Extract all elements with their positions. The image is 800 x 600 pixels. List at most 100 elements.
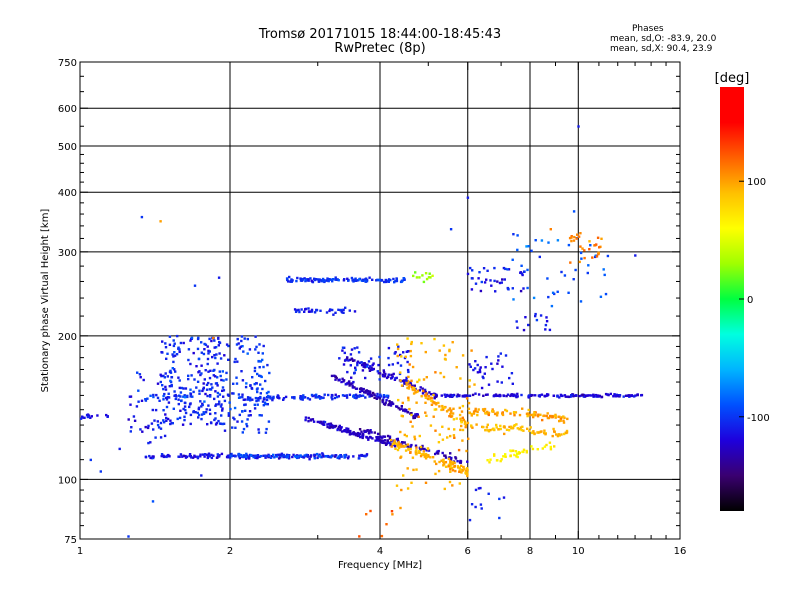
echo-point: [526, 286, 529, 290]
echo-point: [477, 487, 481, 490]
echo-point: [331, 308, 334, 312]
echo-point: [337, 279, 340, 282]
echo-point: [387, 375, 390, 378]
echo-point: [352, 455, 355, 458]
echo-point: [487, 413, 490, 417]
echo-point: [509, 394, 512, 398]
echo-point: [383, 439, 387, 442]
echo-point: [452, 407, 455, 410]
echo-point: [316, 420, 319, 424]
echo-point: [434, 395, 438, 398]
echo-point: [524, 316, 527, 319]
echo-point: [250, 454, 253, 457]
echo-point: [550, 304, 554, 308]
echo-point: [241, 393, 244, 396]
x-tick-label: 1: [77, 546, 83, 557]
echo-point: [395, 376, 398, 380]
echo-point: [295, 279, 298, 283]
echo-point: [199, 453, 202, 456]
echo-point: [171, 422, 174, 425]
echo-point: [89, 416, 92, 419]
echo-point: [264, 431, 268, 434]
echo-point: [511, 258, 514, 261]
echo-point: [232, 382, 235, 385]
echo-point: [218, 400, 221, 403]
echo-point: [565, 429, 569, 433]
echo-point: [470, 424, 473, 427]
echo-point: [492, 410, 495, 413]
echo-point: [408, 384, 411, 387]
echo-point: [226, 393, 230, 396]
echo-point: [309, 455, 312, 458]
echo-point: [387, 363, 391, 367]
echo-point: [171, 367, 174, 370]
echo-point: [512, 424, 516, 428]
echo-point: [525, 449, 528, 453]
echo-point: [222, 422, 226, 425]
echo-point: [569, 261, 572, 264]
echo-point: [365, 389, 368, 393]
echo-point: [321, 396, 324, 400]
echo-point: [307, 416, 310, 420]
echo-point: [345, 396, 349, 399]
echo-point: [217, 337, 220, 340]
echo-point: [286, 278, 289, 282]
echo-point: [405, 383, 408, 386]
echo-point: [518, 451, 521, 455]
echo-point: [546, 277, 549, 280]
echo-point: [164, 346, 168, 349]
echo-point: [592, 394, 596, 397]
echo-point: [158, 399, 161, 402]
echo-point: [518, 413, 522, 417]
echo-point: [547, 416, 551, 420]
echo-point: [210, 383, 213, 386]
stats-heading: Phases: [632, 24, 664, 34]
echo-point: [208, 337, 211, 341]
echo-point: [399, 506, 402, 510]
echo-point: [441, 406, 444, 410]
echo-point: [177, 346, 180, 349]
echo-point: [315, 393, 318, 396]
echo-point: [413, 388, 417, 392]
echo-point: [220, 414, 223, 417]
echo-point: [525, 451, 528, 454]
y-axis-label: Stationary phase Virtual Height [km]: [40, 209, 51, 393]
echo-point: [291, 396, 294, 399]
echo-point: [379, 440, 382, 444]
echo-point: [254, 396, 258, 400]
echo-point: [371, 368, 374, 371]
echo-point: [188, 454, 191, 458]
echo-point: [451, 484, 454, 487]
echo-point: [318, 278, 321, 281]
echo-point: [313, 457, 316, 460]
echo-point: [494, 290, 497, 293]
echo-point: [495, 414, 499, 417]
echo-point: [491, 410, 494, 413]
echo-point: [386, 396, 390, 399]
echo-point: [578, 394, 581, 398]
echo-point: [218, 340, 221, 344]
echo-point: [255, 345, 258, 349]
echo-point: [537, 413, 540, 416]
echo-point: [118, 447, 121, 451]
echo-point: [424, 350, 427, 354]
echo-point: [200, 351, 203, 354]
echo-point: [544, 323, 548, 327]
echo-point: [306, 397, 310, 400]
echo-point: [244, 385, 248, 389]
echo-point: [396, 361, 400, 365]
echo-point: [427, 454, 430, 457]
echo-point: [172, 407, 175, 410]
echo-point: [219, 422, 223, 425]
echo-point: [525, 412, 529, 415]
echo-point: [237, 393, 241, 396]
echo-point: [558, 396, 561, 399]
echo-point: [202, 412, 206, 415]
y-tick-label: 600: [58, 104, 77, 115]
echo-point: [450, 409, 453, 412]
echo-point: [544, 433, 547, 436]
echo-point: [547, 241, 550, 244]
echo-point: [586, 271, 589, 275]
echo-point: [353, 372, 356, 375]
echo-point: [147, 424, 150, 428]
